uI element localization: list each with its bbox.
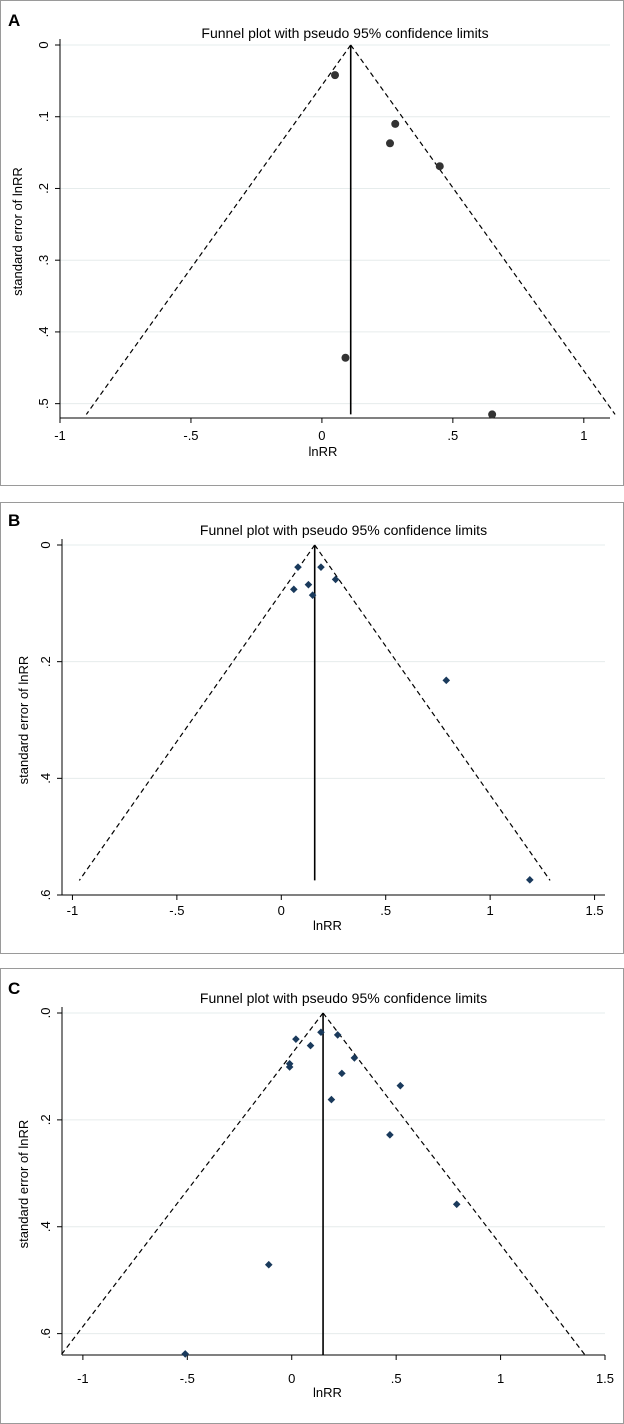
x-tick-label: -.5 <box>169 903 184 918</box>
y-tick-label: .4 <box>38 773 53 784</box>
ci-limit-left <box>78 544 316 881</box>
x-tick-label: .5 <box>447 428 458 443</box>
y-tick-label: .2 <box>36 183 51 194</box>
x-tick-label: 0 <box>318 428 325 443</box>
x-tick-label: -1 <box>67 903 79 918</box>
study-point <box>304 580 313 589</box>
y-axis-title: standard error of lnRR <box>16 656 31 785</box>
funnel-panel-a: A Funnel plot with pseudo 95% confidence … <box>0 0 624 486</box>
ci-limit-left <box>60 1012 324 1356</box>
study-point <box>350 1054 359 1062</box>
x-tick-label: 0 <box>288 1371 295 1386</box>
panel-label: A <box>8 11 20 30</box>
funnel-plot-a: A Funnel plot with pseudo 95% confidence … <box>0 0 624 486</box>
y-tick-label: .4 <box>38 1221 53 1232</box>
study-point <box>435 162 444 171</box>
study-point <box>526 876 534 884</box>
study-point <box>331 71 339 80</box>
study-point <box>386 1131 394 1139</box>
chart-title: Funnel plot with pseudo 95% confidence l… <box>200 522 487 538</box>
study-point <box>292 1035 300 1043</box>
x-tick-label: 0 <box>278 903 285 918</box>
study-point <box>317 1028 325 1037</box>
study-point <box>290 585 298 594</box>
y-tick-label: .1 <box>36 111 51 122</box>
plot-area <box>60 45 610 418</box>
funnel-panel-c: C Funnel plot with pseudo 95% confidence … <box>0 968 624 1424</box>
x-tick-label: 1 <box>487 903 494 918</box>
x-tick-label: -.5 <box>180 1371 195 1386</box>
ci-limit-right <box>350 44 616 415</box>
x-axis-title: lnRR <box>313 918 342 933</box>
chart-title: Funnel plot with pseudo 95% confidence l… <box>200 990 487 1006</box>
x-tick-label: -.5 <box>183 428 198 443</box>
y-tick-label: .2 <box>38 1114 53 1125</box>
y-axis-title: standard error of lnRR <box>10 167 25 296</box>
funnel-plot-b: B Funnel plot with pseudo 95% confidence … <box>0 502 624 954</box>
funnel-panel-b: B Funnel plot with pseudo 95% confidence … <box>0 502 624 954</box>
ci-limit-left <box>85 44 352 415</box>
study-point <box>391 119 400 128</box>
x-tick-label: -1 <box>54 428 66 443</box>
study-point <box>285 1063 294 1071</box>
y-tick-label: .5 <box>36 398 51 409</box>
study-point <box>264 1260 273 1269</box>
study-point <box>341 353 350 362</box>
x-tick-label: .5 <box>391 1371 402 1386</box>
plot-area <box>62 545 605 895</box>
x-tick-label: 1 <box>497 1371 504 1386</box>
study-point <box>331 575 340 584</box>
y-tick-label: 0 <box>38 541 53 548</box>
study-point <box>442 676 451 685</box>
y-tick-label: .2 <box>38 656 53 667</box>
x-tick-label: .5 <box>380 903 391 918</box>
study-point <box>317 563 325 571</box>
y-tick-label: .0 <box>38 1008 53 1019</box>
y-tick-label: .3 <box>36 255 51 266</box>
study-point <box>452 1200 461 1209</box>
plot-area <box>62 1013 605 1355</box>
y-tick-label: .6 <box>38 890 53 901</box>
panel-label: C <box>8 979 20 998</box>
x-tick-label: 1.5 <box>596 1371 614 1386</box>
y-tick-label: .4 <box>36 327 51 338</box>
study-point <box>386 139 394 148</box>
study-point <box>306 1041 315 1050</box>
x-tick-label: -1 <box>77 1371 89 1386</box>
study-point <box>338 1069 346 1078</box>
x-tick-label: 1.5 <box>586 903 604 918</box>
study-point <box>396 1081 405 1090</box>
ci-limit-right <box>314 544 551 881</box>
y-tick-label: .6 <box>38 1328 53 1339</box>
x-tick-label: 1 <box>580 428 587 443</box>
x-axis-title: lnRR <box>313 1385 342 1400</box>
study-point <box>333 1031 342 1039</box>
panel-label: B <box>8 511 20 530</box>
ci-limit-right <box>322 1012 586 1356</box>
y-axis-title: standard error of lnRR <box>16 1120 31 1249</box>
y-tick-label: 0 <box>36 41 51 48</box>
study-point <box>488 410 497 419</box>
x-axis-title: lnRR <box>309 444 338 459</box>
study-point <box>294 563 302 571</box>
chart-title: Funnel plot with pseudo 95% confidence l… <box>201 25 488 41</box>
study-point <box>327 1095 336 1104</box>
study-point <box>308 591 317 599</box>
study-point <box>181 1350 190 1358</box>
funnel-plot-c: C Funnel plot with pseudo 95% confidence … <box>0 968 624 1424</box>
